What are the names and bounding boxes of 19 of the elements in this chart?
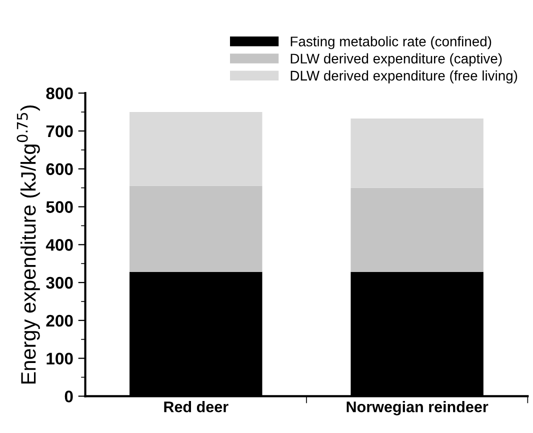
legend-label: DLW derived expenditure (free living) — [290, 70, 518, 84]
y-tick-label: 700 — [46, 125, 73, 138]
legend-label: DLW derived expenditure (captive) — [290, 53, 502, 66]
bar — [350, 188, 484, 272]
bar — [350, 118, 484, 188]
legend-label: Fasting metabolic rate (confined) — [290, 36, 492, 50]
y-axis-title: Energy expenditure (kJ/kg$^{0.75}$) — [16, 105, 40, 384]
y-tick-label: 600 — [46, 163, 73, 176]
y-tick-label: 200 — [46, 314, 73, 327]
y-tick-label: 0 — [64, 390, 73, 402]
y-tick-label: 800 — [46, 87, 73, 100]
bar — [130, 112, 262, 186]
x-tick-label: Red deer — [164, 401, 228, 412]
y-tick-label: 300 — [46, 276, 73, 289]
bar — [130, 186, 262, 272]
y-tick-label: 400 — [46, 239, 73, 251]
y-tick-label: 100 — [46, 352, 73, 365]
y-tick-label: 500 — [46, 201, 73, 213]
x-tick-label: Norwegian reindeer — [346, 401, 488, 416]
